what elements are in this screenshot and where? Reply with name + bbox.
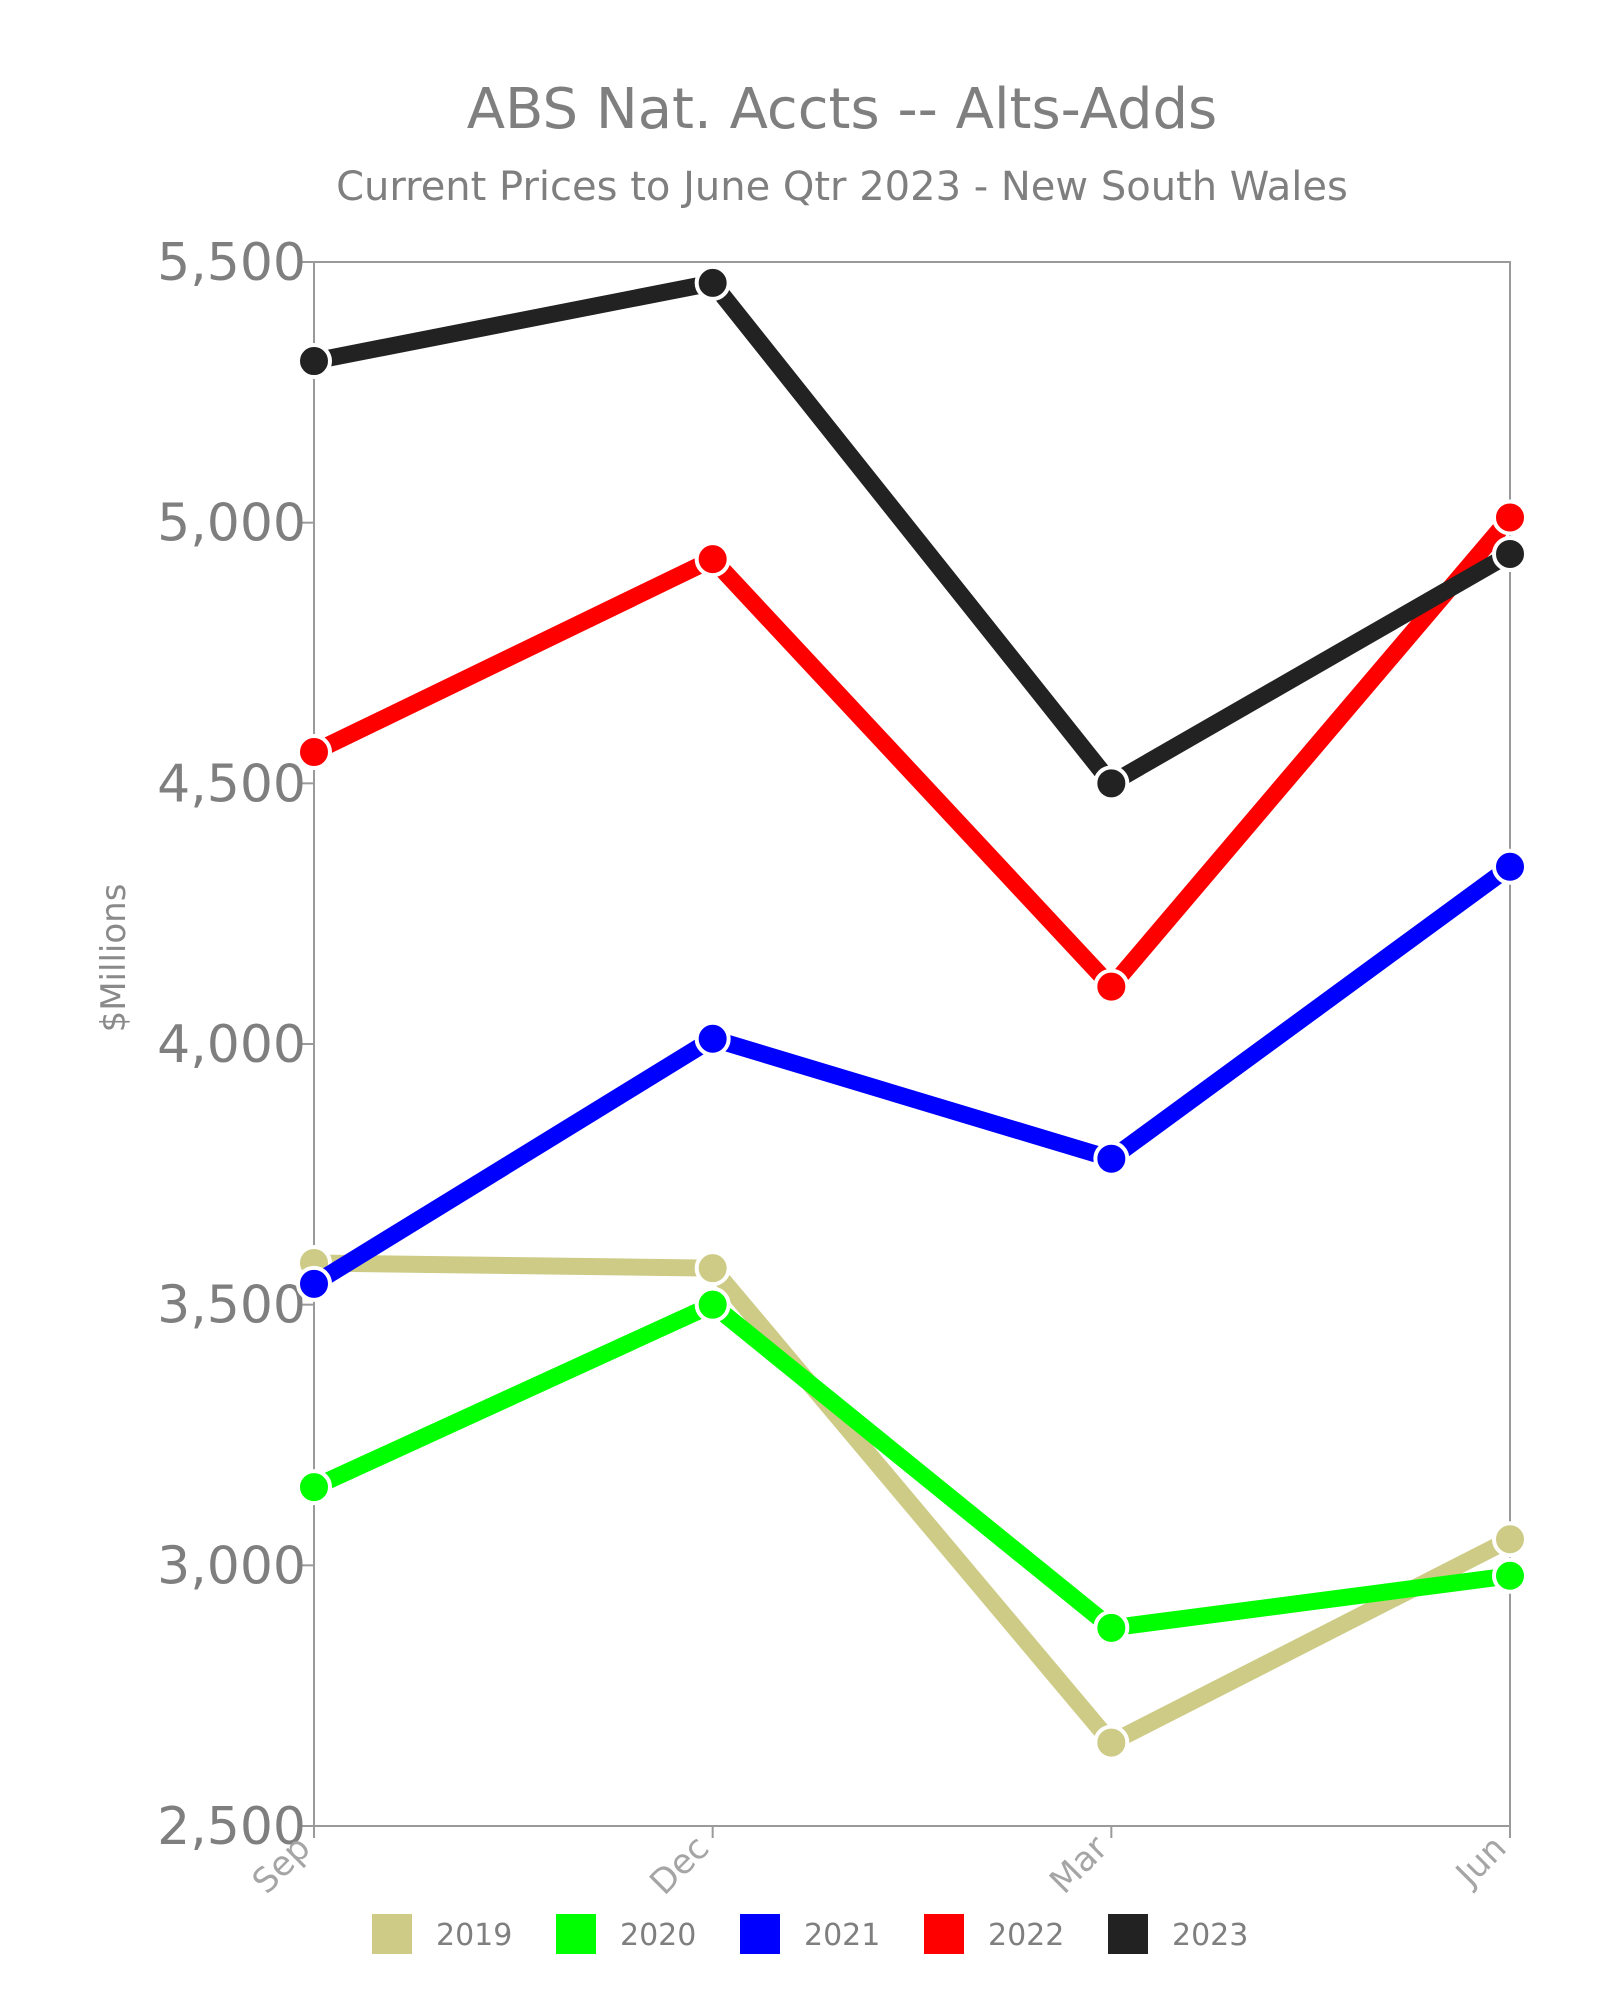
legend-item-2023[interactable]: 2023	[1108, 1914, 1248, 1954]
data-point-2023-Dec[interactable]	[694, 264, 731, 301]
legend-swatch	[556, 1914, 596, 1954]
data-point-2021-Jun[interactable]	[1492, 848, 1528, 885]
chart-title: ABS Nat. Accts -- Alts-Adds	[467, 77, 1217, 142]
legend-label: 2019	[436, 1918, 512, 1953]
data-point-2023-Mar[interactable]	[1093, 765, 1130, 802]
series-line-2019	[313, 1254, 1514, 1754]
data-point-2021-Dec[interactable]	[694, 1020, 731, 1057]
legend: 2019 2020 2021 2022 2023	[372, 1914, 1248, 1954]
series-line-2023	[312, 273, 1515, 795]
data-point-2020-Dec[interactable]	[694, 1286, 731, 1323]
data-point-2023-Jun[interactable]	[1492, 535, 1528, 572]
y-axis-label: $Millions	[94, 884, 134, 1033]
series-line-2021	[309, 859, 1516, 1292]
data-point-2020-Mar[interactable]	[1093, 1609, 1130, 1646]
legend-label: 2021	[804, 1918, 880, 1953]
data-point-2022-Dec[interactable]	[694, 541, 731, 578]
series-2023	[296, 264, 1528, 802]
y-axis: 2,500 3,000 3,500 4,000 4,500 5,000 5,500	[157, 233, 314, 1857]
data-point-2021-Sep[interactable]	[296, 1265, 332, 1302]
data-point-2021-Mar[interactable]	[1093, 1140, 1130, 1177]
y-tick-label: 3,500	[157, 1276, 306, 1336]
legend-item-2020[interactable]: 2020	[556, 1914, 696, 1954]
data-point-2020-Jun[interactable]	[1492, 1557, 1528, 1594]
legend-swatch	[1108, 1914, 1148, 1954]
legend-label: 2022	[988, 1918, 1064, 1953]
data-point-2022-Sep[interactable]	[296, 734, 332, 771]
legend-label: 2023	[1172, 1918, 1248, 1953]
chart-subtitle: Current Prices to June Qtr 2023 - New So…	[336, 164, 1348, 210]
y-tick-label: 5,000	[157, 494, 306, 554]
legend-swatch	[372, 1914, 412, 1954]
series-2022	[296, 499, 1528, 1005]
data-point-2022-Mar[interactable]	[1093, 968, 1130, 1005]
legend-item-2022[interactable]: 2022	[924, 1914, 1064, 1954]
data-point-2019-Mar[interactable]	[1093, 1724, 1130, 1761]
legend-item-2021[interactable]: 2021	[740, 1914, 880, 1954]
series-2020	[296, 1286, 1528, 1646]
y-tick-label: 4,000	[157, 1015, 306, 1075]
data-point-2023-Sep[interactable]	[296, 343, 332, 380]
data-point-2022-Jun[interactable]	[1492, 499, 1528, 536]
legend-swatch	[924, 1914, 964, 1954]
y-tick-label: 2,500	[157, 1797, 306, 1857]
series-layer	[296, 264, 1528, 1761]
data-point-2019-Dec[interactable]	[694, 1250, 731, 1287]
y-tick-label: 5,500	[157, 233, 306, 293]
legend-label: 2020	[620, 1918, 696, 1953]
y-tick-label: 4,500	[157, 754, 306, 814]
series-2021	[296, 848, 1528, 1302]
data-point-2019-Jun[interactable]	[1492, 1521, 1528, 1558]
y-tick-label: 3,000	[157, 1536, 306, 1596]
legend-item-2019[interactable]: 2019	[372, 1914, 512, 1954]
series-line-2022	[310, 511, 1517, 1000]
series-line-2020	[310, 1294, 1512, 1637]
data-point-2020-Sep[interactable]	[296, 1469, 332, 1506]
legend-swatch	[740, 1914, 780, 1954]
